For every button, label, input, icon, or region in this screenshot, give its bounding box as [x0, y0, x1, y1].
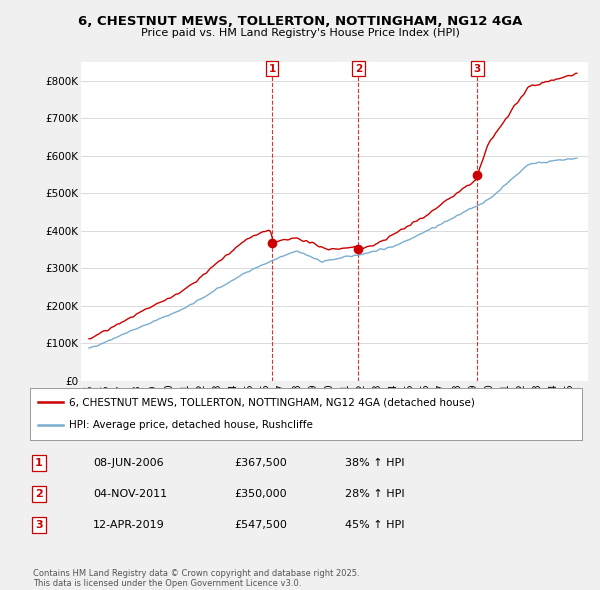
Text: HPI: Average price, detached house, Rushcliffe: HPI: Average price, detached house, Rush… — [68, 420, 313, 430]
Text: 04-NOV-2011: 04-NOV-2011 — [93, 489, 167, 499]
Text: 2: 2 — [355, 64, 362, 74]
Text: 45% ↑ HPI: 45% ↑ HPI — [345, 520, 404, 530]
Text: 6, CHESTNUT MEWS, TOLLERTON, NOTTINGHAM, NG12 4GA: 6, CHESTNUT MEWS, TOLLERTON, NOTTINGHAM,… — [78, 15, 522, 28]
Text: 08-JUN-2006: 08-JUN-2006 — [93, 458, 164, 468]
Text: 1: 1 — [268, 64, 275, 74]
Text: 6, CHESTNUT MEWS, TOLLERTON, NOTTINGHAM, NG12 4GA (detached house): 6, CHESTNUT MEWS, TOLLERTON, NOTTINGHAM,… — [68, 397, 475, 407]
Text: 38% ↑ HPI: 38% ↑ HPI — [345, 458, 404, 468]
Text: £350,000: £350,000 — [234, 489, 287, 499]
Text: 28% ↑ HPI: 28% ↑ HPI — [345, 489, 404, 499]
Text: 1: 1 — [35, 458, 43, 468]
Text: Contains HM Land Registry data © Crown copyright and database right 2025.
This d: Contains HM Land Registry data © Crown c… — [33, 569, 359, 588]
Text: 3: 3 — [35, 520, 43, 530]
Text: £367,500: £367,500 — [234, 458, 287, 468]
Text: 2: 2 — [35, 489, 43, 499]
Text: £547,500: £547,500 — [234, 520, 287, 530]
Text: 3: 3 — [473, 64, 481, 74]
Text: 12-APR-2019: 12-APR-2019 — [93, 520, 165, 530]
Text: Price paid vs. HM Land Registry's House Price Index (HPI): Price paid vs. HM Land Registry's House … — [140, 28, 460, 38]
